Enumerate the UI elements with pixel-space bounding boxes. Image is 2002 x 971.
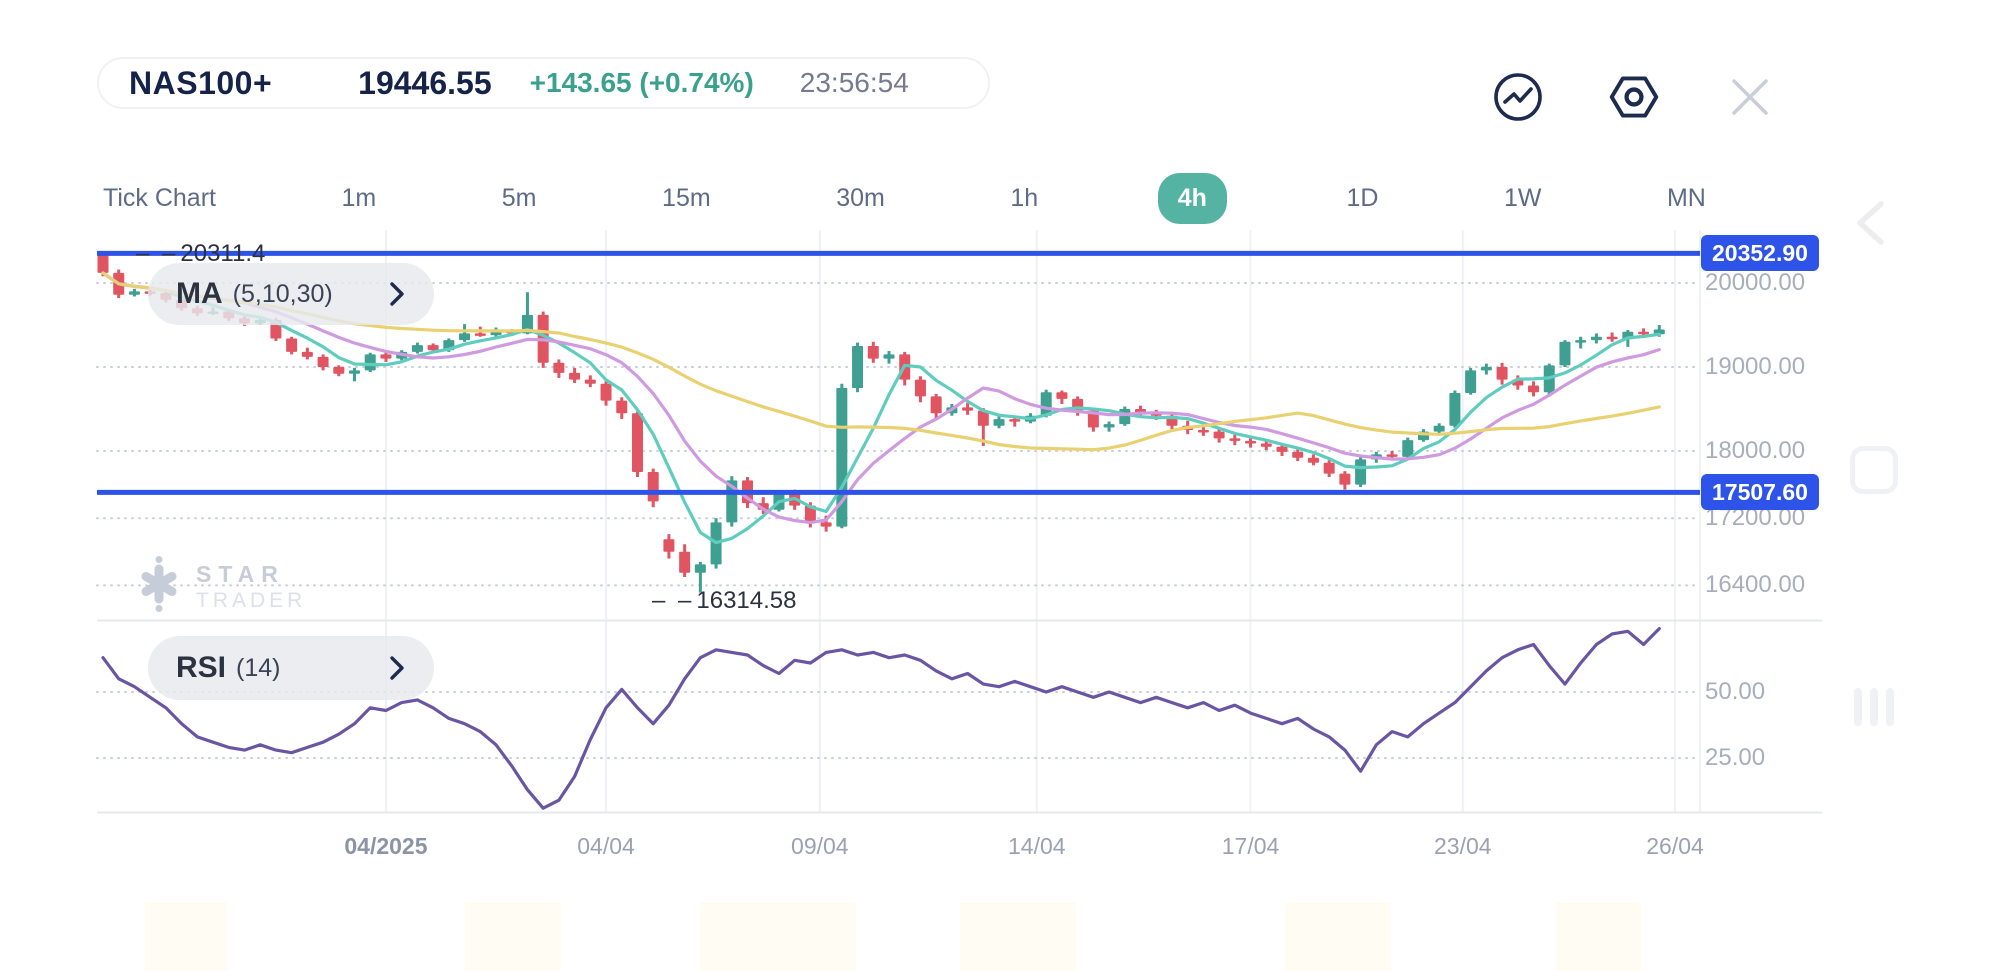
tab-1m[interactable]: 1m — [341, 183, 377, 212]
time-axis-label: 23/04 — [1433, 833, 1492, 859]
price-tick-label: 19000.00 — [1705, 353, 1806, 380]
bottom-toolbar-remnant — [1285, 902, 1391, 971]
price-tick-label: 16400.00 — [1705, 571, 1806, 599]
price-annotation: – –16314.58 — [652, 586, 797, 614]
tab-15m[interactable]: 15m — [662, 183, 711, 212]
collapse-panel-icon[interactable] — [1850, 198, 1894, 253]
time-axis-label: 04/04 — [577, 833, 635, 859]
tab-30m[interactable]: 30m — [836, 183, 885, 212]
star-trader-logo-icon — [136, 556, 182, 617]
time-axis-label: 09/04 — [791, 833, 849, 859]
bottom-toolbar-remnant — [1555, 902, 1641, 971]
tab-5m[interactable]: 5m — [501, 183, 537, 212]
watermark-line1: STAR — [196, 560, 285, 587]
star-trader-watermark: STAR TRADER — [136, 556, 306, 617]
price-annotation: – –20311.4 — [136, 239, 266, 267]
price-tick-label: 20000.00 — [1705, 269, 1806, 296]
symbol-header: NAS100+ 19446.55 +143.65 (+0.74%) 23:56:… — [97, 57, 990, 109]
indicator-chart-icon[interactable] — [1492, 71, 1544, 123]
header-toolbar — [1492, 71, 1776, 123]
symbol-name: NAS100+ — [129, 64, 273, 101]
tab-tick-chart[interactable]: Tick Chart — [103, 183, 216, 212]
price-level-badge: 20352.90 — [1701, 235, 1819, 272]
ma-indicator-params: (5,10,30) — [232, 279, 333, 308]
tab-mn[interactable]: MN — [1666, 183, 1706, 212]
timeframe-tabs: Tick Chart 1m 5m 15m 30m 1h 4h 1D 1W MN — [97, 172, 1712, 224]
chevron-right-icon — [388, 280, 406, 308]
time-axis-label: 17/04 — [1221, 833, 1280, 859]
tab-4h[interactable]: 4h — [1157, 172, 1227, 224]
rsi-indicator-label: RSI — [176, 651, 227, 684]
tab-1d[interactable]: 1D — [1346, 183, 1379, 212]
bottom-toolbar-remnant — [960, 902, 1076, 971]
time-axis-label: 26/04 — [1646, 833, 1704, 859]
bottom-toolbar-remnant — [700, 902, 856, 971]
bars-handle-icon[interactable] — [1854, 688, 1894, 726]
settings-icon[interactable] — [1608, 71, 1660, 123]
chevron-right-icon — [388, 654, 406, 682]
close-icon[interactable] — [1724, 71, 1776, 123]
bottom-toolbar-remnant — [465, 902, 561, 971]
price-change: +143.65 (+0.74%) — [529, 67, 754, 98]
rsi-tick-label: 25.00 — [1705, 744, 1766, 771]
bottom-toolbar-remnant — [145, 902, 227, 971]
price-level-badge: 17507.60 — [1701, 474, 1819, 511]
tab-1w[interactable]: 1W — [1503, 183, 1542, 212]
ma-indicator-pill[interactable]: MA (5,10,30) — [148, 263, 434, 325]
rsi-tick-label: 50.00 — [1705, 678, 1766, 705]
tab-1h[interactable]: 1h — [1010, 183, 1039, 212]
server-time: 23:56:54 — [799, 67, 909, 98]
price-tick-label: 18000.00 — [1705, 437, 1806, 464]
watermark-line2: TRADER — [196, 588, 307, 612]
last-price: 19446.55 — [358, 64, 492, 101]
rsi-indicator-pill[interactable]: RSI (14) — [148, 636, 434, 700]
rsi-indicator-params: (14) — [236, 653, 281, 682]
square-handle-icon[interactable] — [1850, 446, 1898, 494]
ma-indicator-label: MA — [176, 277, 223, 310]
time-axis-label: 04/2025 — [344, 833, 428, 859]
time-axis-label: 14/04 — [1007, 833, 1066, 859]
